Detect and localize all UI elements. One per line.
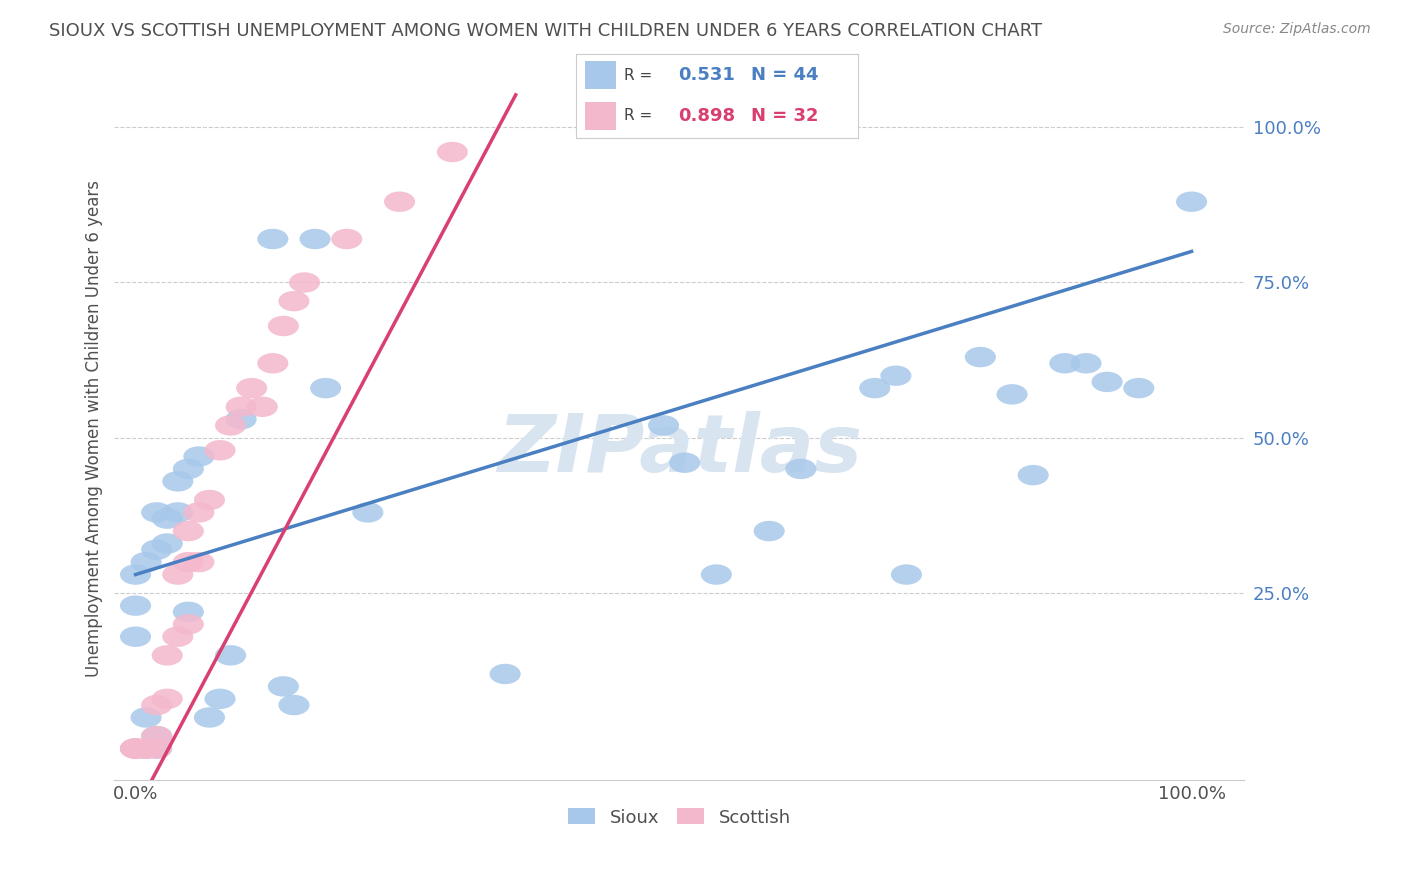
Ellipse shape xyxy=(754,521,785,541)
Ellipse shape xyxy=(120,565,150,585)
Ellipse shape xyxy=(257,228,288,249)
Ellipse shape xyxy=(131,552,162,573)
Ellipse shape xyxy=(131,739,162,759)
Ellipse shape xyxy=(141,739,172,759)
Ellipse shape xyxy=(880,366,911,386)
Ellipse shape xyxy=(173,552,204,573)
Ellipse shape xyxy=(236,378,267,399)
Ellipse shape xyxy=(131,739,162,759)
Ellipse shape xyxy=(120,739,150,759)
Ellipse shape xyxy=(141,502,172,523)
Ellipse shape xyxy=(204,689,236,709)
Ellipse shape xyxy=(1018,465,1049,485)
Ellipse shape xyxy=(141,540,172,560)
Ellipse shape xyxy=(648,415,679,435)
Ellipse shape xyxy=(489,664,520,684)
Ellipse shape xyxy=(1049,353,1080,374)
Ellipse shape xyxy=(152,689,183,709)
Legend: Sioux, Scottish: Sioux, Scottish xyxy=(561,801,799,834)
Ellipse shape xyxy=(141,739,172,759)
Ellipse shape xyxy=(384,192,415,212)
Text: ZIPatlas: ZIPatlas xyxy=(496,410,862,489)
Ellipse shape xyxy=(257,353,288,374)
Ellipse shape xyxy=(152,645,183,665)
Ellipse shape xyxy=(859,378,890,399)
Ellipse shape xyxy=(332,228,363,249)
Ellipse shape xyxy=(162,471,194,491)
Ellipse shape xyxy=(786,458,817,479)
Ellipse shape xyxy=(225,397,257,417)
Ellipse shape xyxy=(141,695,172,715)
Ellipse shape xyxy=(131,707,162,728)
Ellipse shape xyxy=(120,626,150,647)
Text: N = 32: N = 32 xyxy=(751,107,818,125)
Ellipse shape xyxy=(131,739,162,759)
Ellipse shape xyxy=(437,142,468,162)
Ellipse shape xyxy=(278,695,309,715)
Ellipse shape xyxy=(120,739,150,759)
Text: R =: R = xyxy=(624,68,658,83)
Ellipse shape xyxy=(891,565,922,585)
Ellipse shape xyxy=(141,726,172,747)
Ellipse shape xyxy=(183,552,215,573)
Ellipse shape xyxy=(997,384,1028,405)
Ellipse shape xyxy=(183,502,215,523)
Ellipse shape xyxy=(669,452,700,473)
Ellipse shape xyxy=(152,508,183,529)
Bar xyxy=(585,102,616,130)
Ellipse shape xyxy=(152,533,183,554)
Ellipse shape xyxy=(353,502,384,523)
Ellipse shape xyxy=(1091,372,1122,392)
Bar xyxy=(585,62,616,89)
Ellipse shape xyxy=(120,739,150,759)
Ellipse shape xyxy=(267,676,299,697)
Ellipse shape xyxy=(225,409,257,429)
Ellipse shape xyxy=(700,565,733,585)
Ellipse shape xyxy=(131,739,162,759)
Ellipse shape xyxy=(194,707,225,728)
Ellipse shape xyxy=(278,291,309,311)
Ellipse shape xyxy=(215,415,246,435)
Ellipse shape xyxy=(183,446,215,467)
Text: SIOUX VS SCOTTISH UNEMPLOYMENT AMONG WOMEN WITH CHILDREN UNDER 6 YEARS CORRELATI: SIOUX VS SCOTTISH UNEMPLOYMENT AMONG WOM… xyxy=(49,22,1042,40)
Ellipse shape xyxy=(173,601,204,622)
Ellipse shape xyxy=(215,645,246,665)
Ellipse shape xyxy=(1123,378,1154,399)
Text: 0.898: 0.898 xyxy=(678,107,735,125)
Ellipse shape xyxy=(311,378,342,399)
Ellipse shape xyxy=(162,565,194,585)
Ellipse shape xyxy=(173,614,204,634)
Text: Source: ZipAtlas.com: Source: ZipAtlas.com xyxy=(1223,22,1371,37)
Ellipse shape xyxy=(1175,192,1208,212)
Ellipse shape xyxy=(267,316,299,336)
Ellipse shape xyxy=(173,521,204,541)
Ellipse shape xyxy=(246,397,278,417)
Ellipse shape xyxy=(1070,353,1101,374)
Ellipse shape xyxy=(204,440,236,460)
Ellipse shape xyxy=(173,458,204,479)
Ellipse shape xyxy=(120,739,150,759)
Ellipse shape xyxy=(290,272,321,293)
Text: 0.531: 0.531 xyxy=(678,66,734,84)
Ellipse shape xyxy=(965,347,995,368)
Text: N = 44: N = 44 xyxy=(751,66,818,84)
Ellipse shape xyxy=(141,726,172,747)
Text: R =: R = xyxy=(624,108,658,123)
Ellipse shape xyxy=(194,490,225,510)
Ellipse shape xyxy=(299,228,330,249)
Ellipse shape xyxy=(162,626,194,647)
Ellipse shape xyxy=(120,595,150,615)
Y-axis label: Unemployment Among Women with Children Under 6 years: Unemployment Among Women with Children U… xyxy=(86,180,103,677)
Ellipse shape xyxy=(162,502,194,523)
